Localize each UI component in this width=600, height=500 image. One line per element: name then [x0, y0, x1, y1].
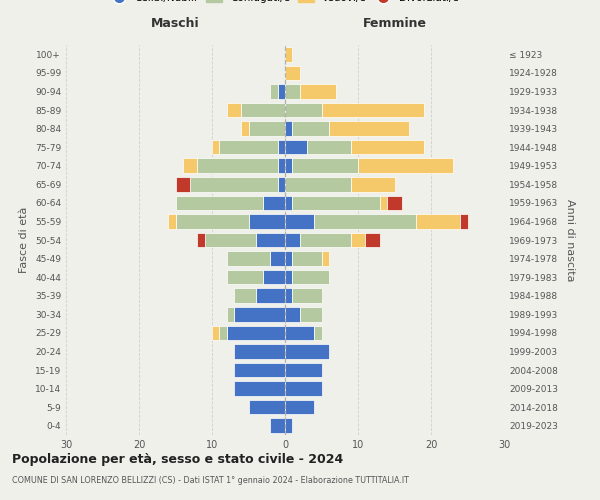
Bar: [278, 158, 285, 173]
Bar: [176, 177, 190, 192]
Bar: [271, 418, 285, 433]
Bar: [292, 288, 322, 303]
Bar: [190, 177, 278, 192]
Bar: [350, 140, 424, 154]
Bar: [197, 158, 278, 173]
Bar: [227, 307, 234, 322]
Bar: [380, 196, 387, 210]
Bar: [176, 214, 248, 228]
Bar: [292, 158, 358, 173]
Bar: [285, 196, 292, 210]
Bar: [278, 140, 285, 154]
Bar: [212, 326, 220, 340]
Bar: [212, 140, 220, 154]
Bar: [285, 307, 299, 322]
Bar: [285, 47, 292, 62]
Bar: [248, 400, 285, 414]
Bar: [299, 84, 336, 98]
Bar: [278, 84, 285, 98]
Bar: [248, 122, 285, 136]
Bar: [278, 177, 285, 192]
Text: Popolazione per età, sesso e stato civile - 2024: Popolazione per età, sesso e stato civil…: [12, 452, 343, 466]
Bar: [322, 252, 329, 266]
Bar: [285, 84, 299, 98]
Bar: [227, 326, 285, 340]
Bar: [285, 122, 292, 136]
Bar: [285, 177, 350, 192]
Bar: [292, 270, 329, 284]
Bar: [285, 400, 314, 414]
Bar: [314, 326, 322, 340]
Bar: [183, 158, 197, 173]
Text: COMUNE DI SAN LORENZO BELLIZZI (CS) - Dati ISTAT 1° gennaio 2024 - Elaborazione : COMUNE DI SAN LORENZO BELLIZZI (CS) - Da…: [12, 476, 409, 485]
Bar: [329, 122, 409, 136]
Bar: [234, 344, 285, 358]
Bar: [227, 103, 241, 117]
Bar: [285, 158, 292, 173]
Bar: [248, 214, 285, 228]
Bar: [285, 66, 299, 80]
Bar: [241, 122, 248, 136]
Bar: [285, 252, 292, 266]
Bar: [365, 233, 380, 247]
Bar: [285, 103, 322, 117]
Bar: [292, 196, 380, 210]
Bar: [460, 214, 467, 228]
Bar: [285, 270, 292, 284]
Bar: [220, 326, 227, 340]
Bar: [176, 196, 263, 210]
Bar: [299, 307, 322, 322]
Bar: [285, 233, 299, 247]
Text: Maschi: Maschi: [151, 17, 200, 30]
Text: Femmine: Femmine: [362, 17, 427, 30]
Bar: [227, 270, 263, 284]
Bar: [234, 307, 285, 322]
Bar: [271, 252, 285, 266]
Bar: [234, 288, 256, 303]
Y-axis label: Fasce di età: Fasce di età: [19, 207, 29, 273]
Bar: [263, 270, 285, 284]
Bar: [197, 233, 205, 247]
Bar: [256, 233, 285, 247]
Bar: [285, 382, 322, 396]
Bar: [358, 158, 453, 173]
Bar: [292, 122, 329, 136]
Bar: [285, 288, 292, 303]
Bar: [285, 214, 314, 228]
Legend: Celibi/Nubili, Coniugati/e, Vedovi/e, Divorziati/e: Celibi/Nubili, Coniugati/e, Vedovi/e, Di…: [108, 0, 462, 6]
Bar: [205, 233, 256, 247]
Bar: [271, 84, 278, 98]
Bar: [220, 140, 278, 154]
Bar: [350, 233, 365, 247]
Bar: [285, 344, 329, 358]
Y-axis label: Anni di nascita: Anni di nascita: [565, 198, 575, 281]
Bar: [234, 382, 285, 396]
Bar: [322, 103, 424, 117]
Bar: [256, 288, 285, 303]
Bar: [314, 214, 416, 228]
Bar: [241, 103, 285, 117]
Bar: [234, 363, 285, 377]
Bar: [285, 326, 314, 340]
Bar: [285, 363, 322, 377]
Bar: [168, 214, 176, 228]
Bar: [285, 140, 307, 154]
Bar: [263, 196, 285, 210]
Bar: [285, 418, 292, 433]
Bar: [387, 196, 402, 210]
Bar: [350, 177, 395, 192]
Bar: [416, 214, 460, 228]
Bar: [307, 140, 350, 154]
Bar: [292, 252, 322, 266]
Bar: [299, 233, 351, 247]
Bar: [227, 252, 271, 266]
